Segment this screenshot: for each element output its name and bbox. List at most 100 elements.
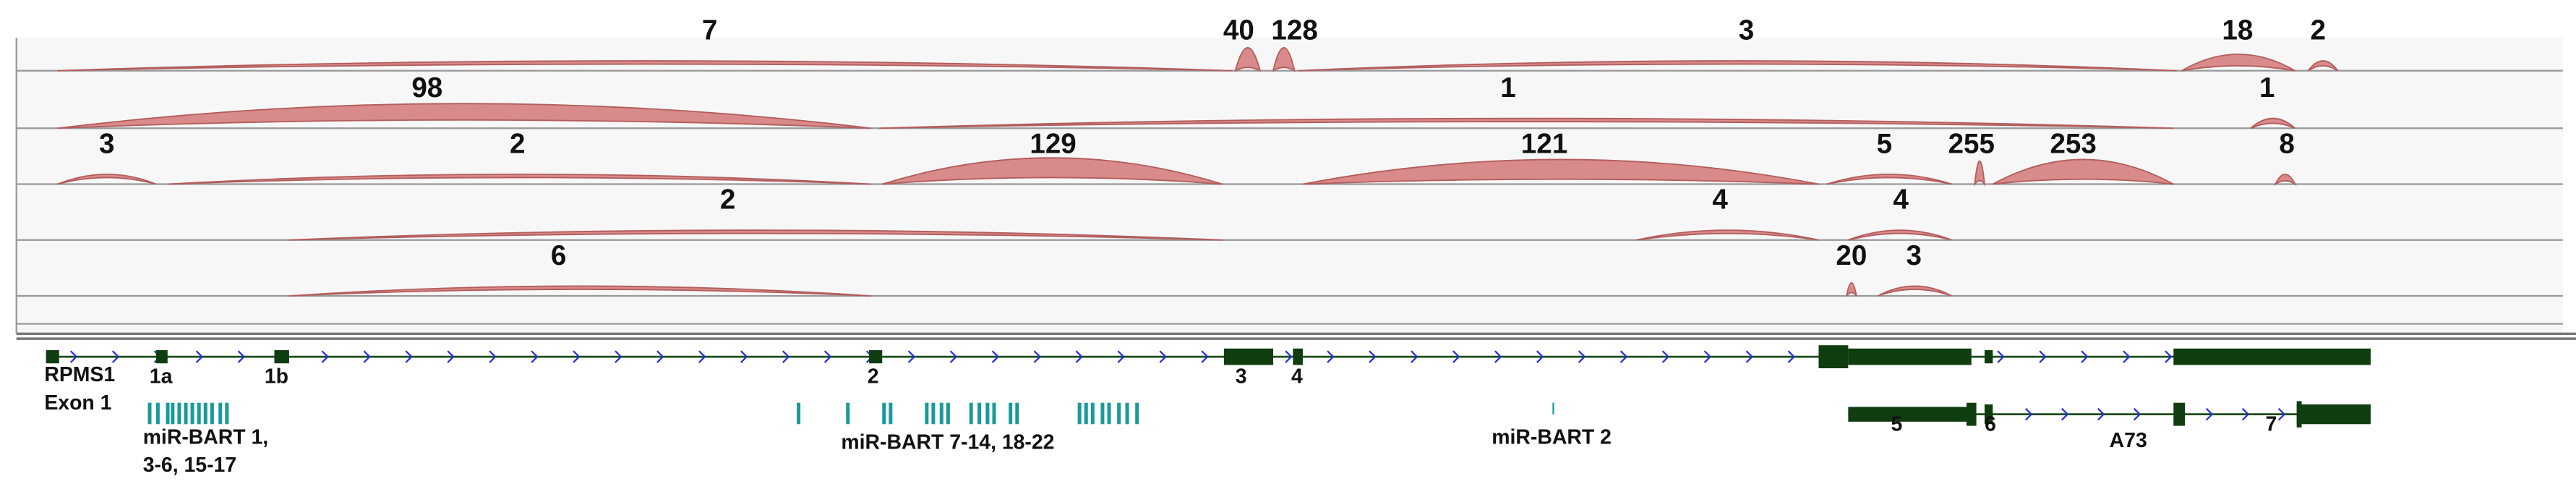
strand-arrow <box>740 350 748 363</box>
junction-count: 2 <box>2311 15 2326 46</box>
junction-arc <box>1848 229 1952 241</box>
row-lines <box>15 38 2576 340</box>
mirna-mark <box>1084 402 1088 425</box>
mirna-mark <box>882 402 886 425</box>
junction-count: 128 <box>1271 15 1317 46</box>
strand-arrow <box>1369 350 1377 363</box>
mirna-mark <box>155 402 160 425</box>
mirna-mark <box>1135 402 1139 425</box>
junction-count: 20 <box>1836 240 1867 271</box>
strand-arrow <box>2241 407 2250 421</box>
mirna-label: miR-BART 1, <box>143 426 269 449</box>
strand-arrow <box>195 350 204 363</box>
junction-count: 40 <box>1223 15 1254 46</box>
exon <box>2173 348 2371 365</box>
strand-arrow <box>1703 350 1712 363</box>
mirna-mark <box>1090 402 1095 425</box>
strand-arrow <box>1075 350 1083 363</box>
exon-label: 7 <box>2266 412 2277 436</box>
strand-arrow <box>656 350 664 363</box>
junction-count: 5 <box>1877 128 1892 159</box>
mirna-mark <box>969 402 973 425</box>
exon <box>2173 402 2186 426</box>
exon-label: 5 <box>1891 412 1902 436</box>
exon <box>46 350 59 364</box>
strand-arrow <box>1411 350 1418 363</box>
exon <box>1848 407 1967 422</box>
strand-arrow <box>573 350 581 363</box>
junction-count: 8 <box>2279 128 2294 159</box>
mirna-mark <box>1552 402 1554 415</box>
junction-arc <box>2307 60 2339 72</box>
mirna-mark <box>939 402 943 425</box>
junction-arc <box>1636 229 1819 241</box>
strand-arrow <box>531 350 539 363</box>
mirna-mark <box>197 402 201 425</box>
junction-arc <box>1846 281 1857 297</box>
mirna-mark <box>210 402 214 425</box>
strand-arrow <box>1452 350 1460 363</box>
strand-arrow <box>949 350 958 363</box>
strand-arrow <box>2123 350 2131 363</box>
strand-arrow <box>1159 350 1167 363</box>
exon <box>2296 404 2371 425</box>
strand-arrow <box>2133 407 2141 421</box>
strand-arrow <box>698 350 706 363</box>
junction-arc <box>1272 47 1296 72</box>
junction-count: 3 <box>99 128 114 159</box>
exon-label: 3 <box>1236 365 1247 388</box>
exon <box>1984 404 1993 425</box>
junction-arc <box>1234 47 1262 72</box>
junction-arc <box>881 157 1223 185</box>
strand-arrow <box>1327 350 1335 363</box>
mirna-mark <box>1117 402 1121 425</box>
mirna-mark <box>147 402 152 425</box>
mirna-mark <box>925 402 929 425</box>
strand-arrow <box>1997 350 2005 363</box>
mirna-mark <box>931 402 936 425</box>
exon-label: 1a <box>150 365 173 388</box>
junction-count: 2 <box>510 128 525 159</box>
strand-arrow <box>2024 407 2033 421</box>
junction-arc <box>1302 158 1819 185</box>
strand-arrow <box>237 350 246 363</box>
junction-count: 4 <box>1712 184 1728 216</box>
strand-arrow <box>489 350 497 363</box>
junction-count: 1 <box>2259 72 2275 103</box>
exon-label: 6 <box>1985 412 1996 436</box>
exon-label: 4 <box>1291 365 1303 388</box>
exon <box>1848 348 1972 365</box>
mirna-mark <box>977 402 982 425</box>
gene-name: RPMS1 <box>44 363 115 386</box>
strand-arrow <box>991 350 1000 363</box>
junction-arc <box>288 229 1223 241</box>
mirna-mark <box>166 402 170 425</box>
junction-arc <box>1298 60 2177 72</box>
mirna-mark <box>184 402 188 425</box>
junction-arc <box>1992 158 2174 185</box>
strand-arrow <box>823 350 832 363</box>
strand-arrow <box>111 350 120 363</box>
exon <box>155 350 168 364</box>
junction-arc <box>1826 173 1952 185</box>
junction-count: 1 <box>1500 72 1515 103</box>
mirna-label: miR-BART 2 <box>1492 426 1612 449</box>
strand-arrow <box>1661 350 1670 363</box>
strand-arrow <box>1536 350 1544 363</box>
exon <box>1984 350 1993 364</box>
strand-arrow <box>2081 350 2089 363</box>
junction-count: 98 <box>411 72 442 103</box>
strand-arrow <box>2039 350 2047 363</box>
junction-arc <box>1877 285 1952 297</box>
strand-arrow <box>2165 350 2173 363</box>
exon <box>1818 345 1849 369</box>
junction-count: 129 <box>1030 128 1076 159</box>
exon-label: 2 <box>868 365 879 388</box>
strand-arrow <box>1745 350 1754 363</box>
junction-arc <box>2250 117 2296 130</box>
mirna-mark <box>1107 402 1111 425</box>
exon <box>869 350 883 364</box>
mirna-mark <box>946 402 950 425</box>
strand-arrow <box>321 350 329 363</box>
